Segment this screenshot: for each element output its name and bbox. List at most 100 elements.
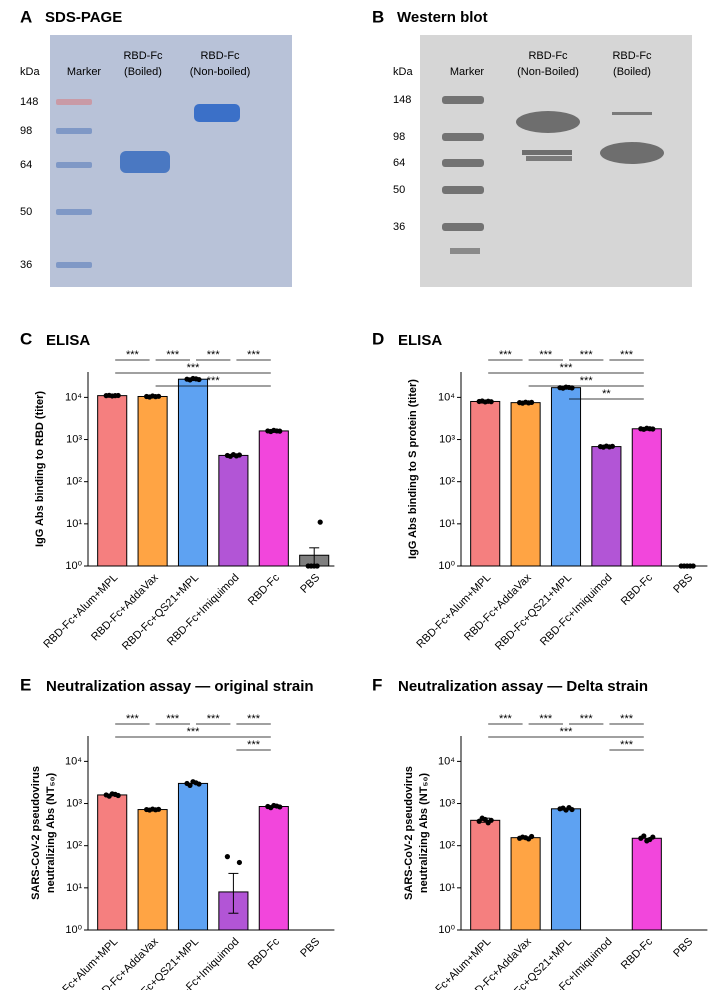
bar (258, 430, 289, 567)
data-point (277, 804, 283, 810)
bar (550, 808, 582, 931)
data-point (641, 833, 647, 839)
y-tick-label: 10² (439, 476, 455, 488)
bar (258, 806, 289, 931)
significance-label: *** (166, 713, 180, 725)
data-point (488, 817, 494, 823)
x-tick-label: RBD-Fc (246, 935, 282, 971)
x-tick-label: RBD-Fc (246, 571, 282, 607)
data-point (609, 443, 616, 449)
marker-label: 36 (20, 259, 32, 271)
data-point (482, 816, 488, 823)
y-axis-label: SARS-CoV-2 pseudovirus (403, 766, 415, 900)
y-tick-label: 10³ (66, 433, 82, 445)
marker-band (442, 223, 484, 231)
x-tick-label: RBD-Fc+QS21+MPL (493, 572, 574, 653)
panel-title: ELISA (46, 332, 90, 349)
data-point (224, 854, 230, 860)
significance-label: *** (207, 713, 221, 725)
x-tick-label: RBD-Fc+QS21+MPL (120, 572, 201, 653)
significance-label: ** (602, 388, 611, 400)
data-point (650, 834, 656, 840)
band (600, 142, 664, 164)
data-point (314, 563, 320, 569)
band (450, 248, 480, 254)
panel-title: Neutralization assay — original strain (46, 678, 314, 695)
significance-label: *** (207, 375, 221, 387)
y-tick-label: 10⁰ (65, 924, 82, 936)
significance-label: *** (247, 349, 261, 361)
y-axis-label: neutralizing Abs (NT₅₀) (45, 773, 57, 894)
y-tick-label: 10³ (439, 433, 455, 445)
marker-label: 50 (393, 184, 405, 196)
panel-letter: B (372, 7, 384, 26)
y-axis-label: neutralizing Abs (NT₅₀) (418, 773, 430, 894)
significance-label: *** (580, 349, 594, 361)
significance-label: *** (187, 362, 201, 374)
significance-label: *** (247, 739, 261, 751)
y-tick-label: 10¹ (66, 518, 82, 530)
x-tick-label: PBS (671, 936, 695, 960)
x-tick-label: RBD-Fc+Imiquimod (538, 572, 615, 649)
significance-label: *** (166, 349, 180, 361)
significance-label: *** (247, 713, 261, 725)
x-tick-label: RBD-Fc+Alum+MPL (41, 572, 120, 651)
lane-label: RBD-Fc (200, 50, 240, 62)
panel-title: Neutralization assay — Delta strain (398, 678, 648, 695)
marker-label: 36 (393, 221, 405, 233)
lane-label: (Boiled) (124, 66, 162, 78)
y-tick-label: 10¹ (66, 882, 82, 894)
y-tick-label: 10¹ (439, 882, 455, 894)
y-tick-label: 10³ (66, 797, 82, 809)
bar (97, 794, 128, 931)
significance-label: *** (620, 739, 634, 751)
marker-band (56, 99, 92, 105)
marker-label: 64 (393, 157, 405, 169)
data-point (196, 781, 202, 787)
significance-label: *** (620, 349, 634, 361)
bar (177, 782, 209, 931)
data-point (569, 806, 575, 813)
significance-label: *** (560, 726, 574, 738)
bar (510, 837, 541, 931)
marker-band (442, 133, 484, 141)
bar (591, 446, 622, 567)
marker-label: 98 (393, 131, 405, 143)
x-tick-label: RBD-Fc+Alum+MPL (414, 572, 493, 651)
panel-title: SDS-PAGE (45, 9, 122, 26)
unit-label: kDa (20, 66, 40, 78)
data-point (187, 782, 193, 788)
band (194, 104, 240, 122)
y-tick-label: 10³ (439, 797, 455, 809)
marker-band (56, 262, 92, 268)
band (120, 151, 170, 173)
data-point (690, 563, 696, 569)
marker-band (442, 159, 484, 167)
marker-band (56, 162, 92, 168)
lane-label: RBD-Fc (612, 50, 652, 62)
panel-letter: D (372, 329, 384, 348)
x-tick-label: PBS (298, 572, 322, 596)
panel-letter: E (20, 675, 31, 694)
y-axis-label: IgG Abs binding to S protein (titer) (407, 379, 419, 559)
marker-label: 148 (20, 96, 38, 108)
significance-label: *** (187, 726, 201, 738)
x-tick-label: RBD-Fc+Imiquimod (165, 572, 242, 649)
y-tick-label: 10⁴ (438, 391, 455, 403)
x-tick-label: RBD-Fc+AddaVax (89, 571, 161, 643)
x-tick-label: RBD-Fc+AddaVax (462, 571, 534, 643)
panel-letter: F (372, 675, 382, 694)
marker-band (442, 96, 484, 104)
data-point (277, 428, 283, 434)
bar (631, 837, 662, 931)
band (526, 156, 572, 161)
marker-band (56, 209, 92, 215)
band (612, 112, 652, 115)
marker-label: 98 (20, 125, 32, 137)
marker-label: 50 (20, 206, 32, 218)
data-point (317, 519, 323, 525)
marker-band (56, 128, 92, 134)
band (522, 150, 572, 155)
